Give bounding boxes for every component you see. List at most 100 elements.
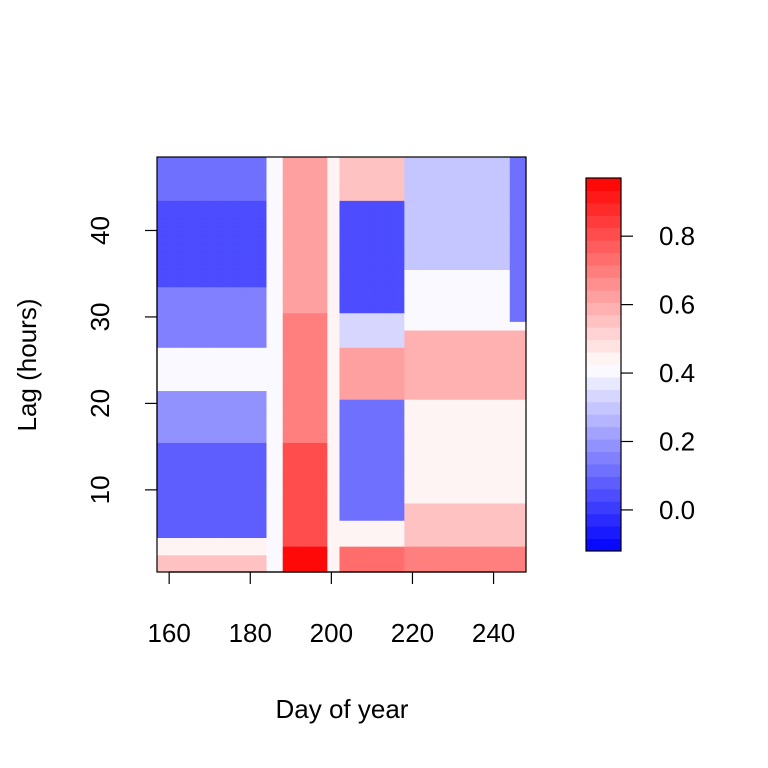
heatmap-cell <box>359 416 365 426</box>
heatmap-cell <box>347 182 353 193</box>
heatmap-cell <box>209 347 215 357</box>
heatmap-cell <box>339 338 345 348</box>
heatmap-cell <box>388 208 393 219</box>
heatmap-cell <box>400 200 405 210</box>
heatmap-cell <box>307 286 312 296</box>
heatmap-cell <box>416 511 422 521</box>
heatmap-cell <box>205 269 211 279</box>
heatmap-cell <box>371 286 377 296</box>
heatmap-cell <box>270 355 276 366</box>
heatmap-cell <box>371 200 377 210</box>
heatmap-cell <box>282 347 288 357</box>
heatmap-cell <box>201 165 207 175</box>
heatmap-cell <box>225 355 231 366</box>
heatmap-cell <box>517 174 523 184</box>
heatmap-cell <box>384 217 389 227</box>
heatmap-cell <box>501 295 507 305</box>
heatmap-cell <box>481 425 487 435</box>
heatmap-cell <box>298 278 304 288</box>
heatmap-cell <box>505 390 511 400</box>
heatmap-cell <box>209 528 215 539</box>
heatmap-cell <box>432 200 438 210</box>
heatmap-cell <box>177 174 182 184</box>
heatmap-cell <box>335 347 341 357</box>
heatmap-cell <box>404 554 410 564</box>
heatmap-cell <box>501 476 507 487</box>
heatmap-cell <box>408 157 414 167</box>
heatmap-cell <box>258 157 264 167</box>
heatmap-cell <box>481 554 487 564</box>
heatmap-cell <box>201 303 207 314</box>
heatmap-cell <box>311 329 316 340</box>
heatmap-cell <box>505 278 511 288</box>
heatmap-cell <box>234 520 239 530</box>
heatmap-cell <box>509 511 515 521</box>
heatmap-cell <box>331 520 337 530</box>
heatmap-cell <box>400 373 405 383</box>
heatmap-cell <box>404 416 410 426</box>
heatmap-cell <box>448 260 454 270</box>
heatmap-cell <box>331 174 337 184</box>
heatmap-cell <box>339 425 345 435</box>
heatmap-cell <box>282 252 288 262</box>
heatmap-cell <box>355 278 361 288</box>
heatmap-cell <box>396 563 401 573</box>
heatmap-cell <box>193 295 199 305</box>
heatmap-cell <box>229 217 235 227</box>
heatmap-cell <box>327 321 332 331</box>
heatmap-cell <box>501 234 507 245</box>
heatmap-cell <box>165 537 170 547</box>
heatmap-cell <box>339 174 345 184</box>
heatmap-cell <box>416 260 422 270</box>
heatmap-cell <box>513 528 519 539</box>
heatmap-cell <box>436 217 442 227</box>
heatmap-cell <box>428 381 434 392</box>
heatmap-cell <box>181 537 186 547</box>
colorbar-swatch <box>586 327 621 341</box>
heatmap-cell <box>307 450 312 461</box>
heatmap-cell <box>509 381 515 392</box>
heatmap-cell <box>294 442 300 452</box>
heatmap-cell <box>157 442 162 452</box>
heatmap-cell <box>412 243 418 253</box>
heatmap-cell <box>234 502 239 513</box>
heatmap-cell <box>217 243 223 253</box>
heatmap-cell <box>505 546 511 556</box>
heatmap-cell <box>217 165 223 175</box>
heatmap-cell <box>501 390 507 400</box>
heatmap-cell <box>461 226 466 236</box>
heatmap-cell <box>217 269 223 279</box>
heatmap-cell <box>461 217 466 227</box>
heatmap-cell <box>509 407 515 417</box>
heatmap-cell <box>404 425 410 435</box>
heatmap-cell <box>412 200 418 210</box>
heatmap-cell <box>217 252 223 262</box>
heatmap-cell <box>444 226 450 236</box>
heatmap-cell <box>509 338 515 348</box>
heatmap-cell <box>396 502 401 513</box>
heatmap-cell <box>331 303 337 314</box>
heatmap-cell <box>416 321 422 331</box>
heatmap-cell <box>201 312 207 322</box>
heatmap-cell <box>197 563 203 573</box>
heatmap-cell <box>221 416 227 426</box>
heatmap-cell <box>177 450 182 461</box>
heatmap-cell <box>400 563 405 573</box>
heatmap-cell <box>225 286 231 296</box>
heatmap-cell <box>331 286 337 296</box>
heatmap-cell <box>213 174 219 184</box>
heatmap-cell <box>181 226 186 236</box>
heatmap-cell <box>302 278 308 288</box>
heatmap-cell <box>282 295 288 305</box>
heatmap-cell <box>347 494 353 504</box>
heatmap-cell <box>351 295 357 305</box>
heatmap-cell <box>408 485 414 495</box>
heatmap-cell <box>213 269 219 279</box>
heatmap-cell <box>453 165 458 175</box>
heatmap-cell <box>298 303 304 314</box>
heatmap-cell <box>444 208 450 219</box>
heatmap-cell <box>416 174 422 184</box>
heatmap-cell <box>315 425 320 435</box>
colorbar-swatch <box>586 513 621 527</box>
heatmap-cell <box>290 200 296 210</box>
